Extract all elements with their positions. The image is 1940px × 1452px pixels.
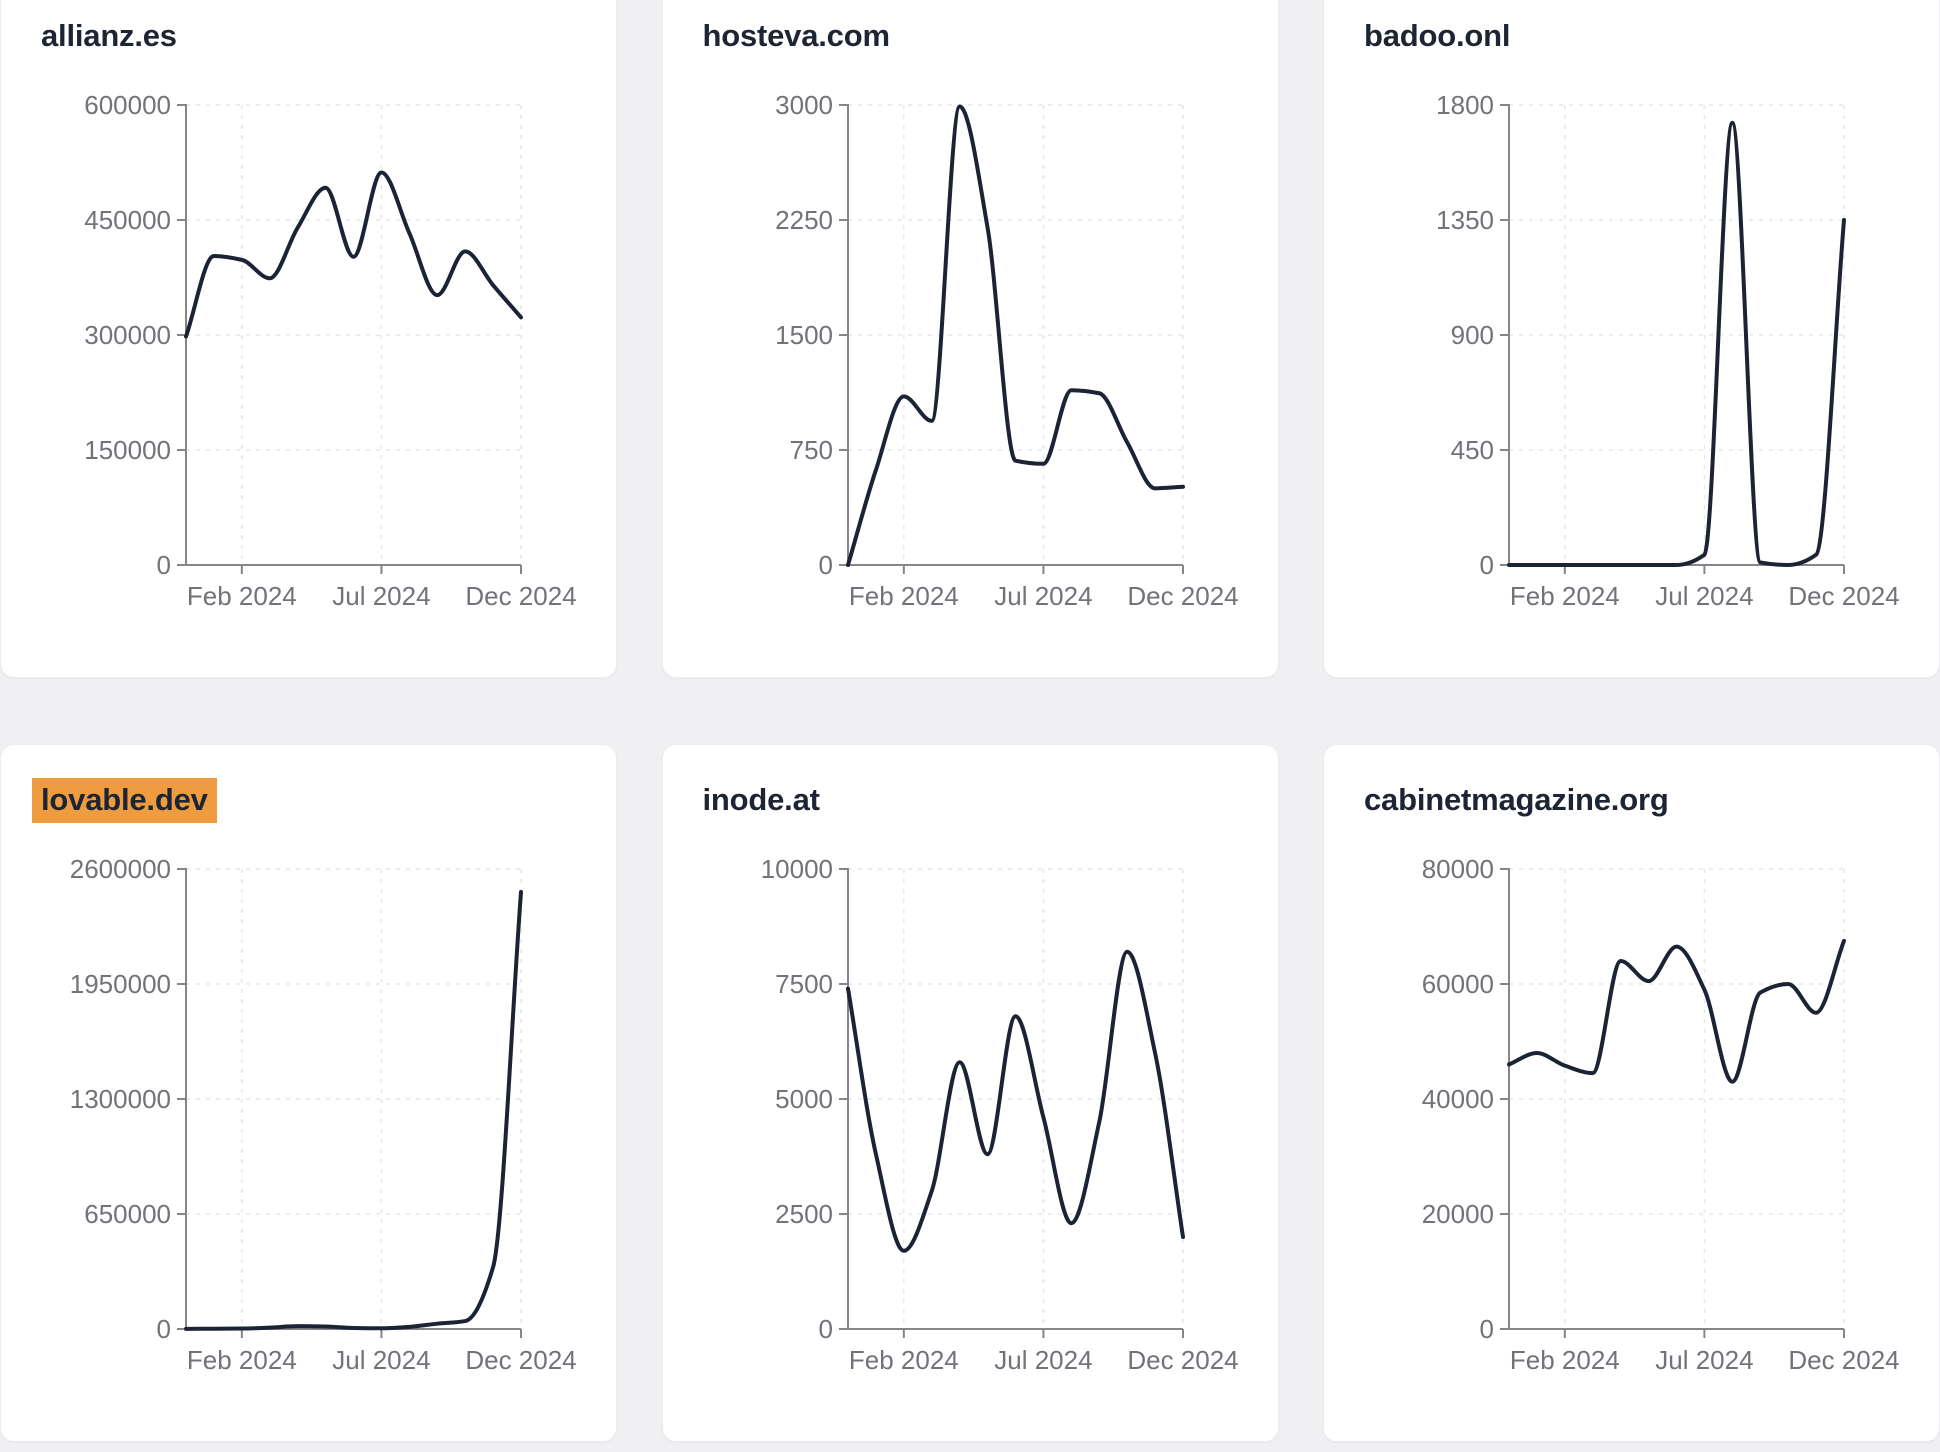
card-title-row: lovable.dev (1, 745, 616, 829)
card-title-row: badoo.onl (1324, 0, 1939, 65)
chart-card-cabinetmagazine-org[interactable]: cabinetmagazine.org 0 20000 40000 60000 8000… (1323, 744, 1940, 1442)
line-chart: 0 750 1500 2250 3000 Feb 2024 Jul 2024 Dec 2024 (775, 90, 1239, 611)
data-line (845, 104, 1185, 567)
x-tick-label: Jul 2024 (1655, 1345, 1753, 1375)
x-tick-label: Feb 2024 (848, 1345, 958, 1375)
y-tick-label: 0 (157, 1314, 171, 1344)
y-tick-label: 2600000 (70, 854, 171, 884)
chart-title: allianz.es (41, 18, 177, 53)
x-tick-label: Dec 2024 (1127, 581, 1238, 611)
y-tick-label: 3000 (775, 90, 833, 120)
line-chart: 0 650000 1300000 1950000 2600000 Feb 2024 Jul … (70, 854, 577, 1375)
y-tick-label: 0 (157, 550, 171, 580)
y-tick-label: 450000 (84, 205, 171, 235)
y-tick-label: 750 (789, 435, 832, 465)
chart-card-badoo-onl[interactable]: badoo.onl 0 450 900 1350 1800 Feb 2024 Jul 202… (1323, 0, 1940, 678)
card-title-row: allianz.es (1, 0, 616, 65)
x-tick-label: Jul 2024 (994, 1345, 1092, 1375)
x-tick-label: Jul 2024 (332, 1345, 430, 1375)
x-tick-label: Feb 2024 (187, 1345, 297, 1375)
y-tick-label: 5000 (775, 1084, 833, 1114)
x-tick-label: Dec 2024 (465, 1345, 576, 1375)
x-tick-label: Jul 2024 (1655, 581, 1753, 611)
line-chart: 0 20000 40000 60000 80000 Feb 2024 Jul 2024 Dec… (1422, 854, 1900, 1375)
y-tick-label: 1500 (775, 320, 833, 350)
y-tick-label: 300000 (84, 320, 171, 350)
data-line (845, 949, 1185, 1253)
y-tick-label: 80000 (1422, 854, 1494, 884)
y-tick-label: 7500 (775, 969, 833, 999)
x-tick-label: Feb 2024 (848, 581, 958, 611)
y-tick-label: 900 (1451, 320, 1494, 350)
chart-title: badoo.onl (1364, 18, 1511, 53)
y-tick-label: 0 (818, 550, 832, 580)
y-tick-label: 20000 (1422, 1199, 1494, 1229)
y-tick-label: 0 (818, 1314, 832, 1344)
data-line (184, 170, 523, 339)
chart-title: cabinetmagazine.org (1364, 782, 1669, 817)
chart-card-inode-at[interactable]: inode.at 0 2500 5000 7500 10000 Feb 2024 Jul 2… (661, 744, 1279, 1442)
y-tick-label: 2500 (775, 1199, 833, 1229)
card-title-row: hosteva.com (663, 0, 1278, 65)
x-tick-label: Feb 2024 (187, 581, 297, 611)
chart-card-allianz-es[interactable]: allianz.es 0 150000 300000 450000 600000 Feb … (0, 0, 617, 678)
line-chart: 0 450 900 1350 1800 Feb 2024 Jul 2024 Dec 2024 (1436, 90, 1900, 611)
y-tick-label: 650000 (84, 1199, 171, 1229)
x-tick-label: Feb 2024 (1510, 581, 1620, 611)
y-tick-label: 0 (1480, 550, 1494, 580)
y-tick-label: 600000 (84, 90, 171, 120)
card-title-row: inode.at (663, 745, 1278, 829)
line-chart: 0 2500 5000 7500 10000 Feb 2024 Jul 2024 Dec 20… (760, 854, 1238, 1375)
chart-title: hosteva.com (702, 18, 891, 53)
data-line (1507, 120, 1846, 567)
y-tick-label: 1950000 (70, 969, 171, 999)
chart-title-highlighted: lovable.dev (32, 778, 217, 824)
x-tick-label: Jul 2024 (994, 581, 1092, 611)
y-tick-label: 1350 (1436, 205, 1494, 235)
x-tick-label: Dec 2024 (1788, 581, 1899, 611)
data-line (184, 890, 523, 1331)
x-tick-label: Feb 2024 (1510, 1345, 1620, 1375)
y-tick-label: 60000 (1422, 969, 1494, 999)
y-tick-label: 150000 (84, 435, 171, 465)
chart-card-hosteva-com[interactable]: hosteva.com 0 750 1500 2250 3000 Feb 2024 Jul … (661, 0, 1279, 678)
y-tick-label: 2250 (775, 205, 833, 235)
card-title-row: cabinetmagazine.org (1324, 745, 1939, 829)
y-tick-label: 10000 (760, 854, 832, 884)
x-tick-label: Dec 2024 (465, 581, 576, 611)
y-tick-label: 450 (1451, 435, 1494, 465)
data-line (1507, 938, 1846, 1084)
x-tick-label: Jul 2024 (332, 581, 430, 611)
y-tick-label: 0 (1480, 1314, 1494, 1344)
x-tick-label: Dec 2024 (1788, 1345, 1899, 1375)
y-tick-label: 1300000 (70, 1084, 171, 1114)
x-tick-label: Dec 2024 (1127, 1345, 1238, 1375)
line-chart: 0 150000 300000 450000 600000 Feb 2024 Jul 202… (84, 90, 576, 611)
y-tick-label: 1800 (1436, 90, 1494, 120)
chart-title: inode.at (702, 782, 820, 817)
chart-card-lovable-dev[interactable]: lovable.dev 0 650000 1300000 1950000 2600000… (0, 744, 617, 1442)
y-tick-label: 40000 (1422, 1084, 1494, 1114)
